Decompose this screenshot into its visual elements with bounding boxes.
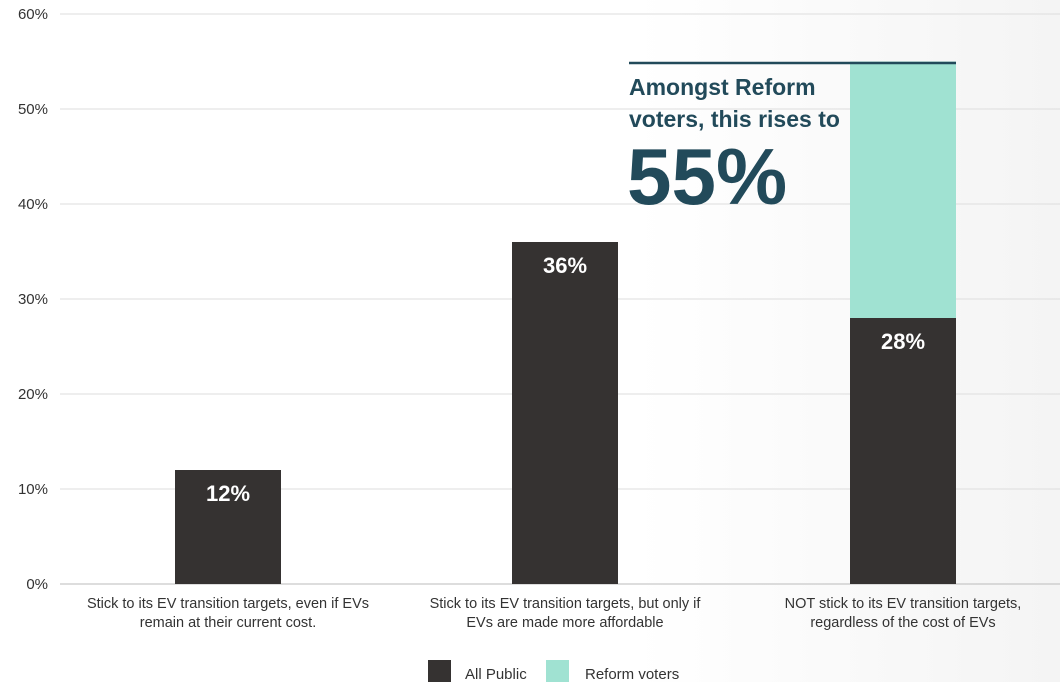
legend-swatch-reform-voters [546,660,569,682]
x-category-label: remain at their current cost. [140,615,317,631]
x-category-label: Stick to its EV transition targets, but … [430,596,702,612]
y-tick-label: 20% [18,386,48,403]
bar-all-public [175,470,281,584]
x-category-label: Stick to its EV transition targets, even… [87,596,369,612]
legend-label-all-public: All Public [465,666,527,682]
y-tick-label: 0% [26,576,48,593]
bar-all-public [850,318,956,584]
x-category-label: EVs are made more affordable [466,615,663,631]
bar-all-public [512,242,618,584]
y-tick-label: 50% [18,101,48,118]
y-tick-label: 60% [18,6,48,23]
x-axis: Stick to its EV transition targets, even… [87,596,1021,631]
y-tick-label: 40% [18,196,48,213]
y-tick-label: 10% [18,481,48,498]
annotation-line-2: voters, this rises to [629,106,840,132]
annotation-big-value: 55% [627,132,787,221]
bars [175,61,956,584]
annotation-line-1: Amongst Reform [629,74,816,100]
legend-swatch-all-public [428,660,451,682]
data-label: 28% [881,329,925,354]
x-category-label: regardless of the cost of EVs [810,615,995,631]
data-labels: 12% 36% 28% [206,253,925,506]
y-axis: 0% 10% 20% 30% 40% 50% 60% [18,6,48,593]
annotation: Amongst Reform voters, this rises to 55% [627,61,956,221]
legend: All Public Reform voters [428,660,679,682]
data-label: 12% [206,481,250,506]
data-label: 36% [543,253,587,278]
x-category-label: NOT stick to its EV transition targets, [785,596,1022,612]
y-tick-label: 30% [18,291,48,308]
legend-label-reform-voters: Reform voters [585,666,679,682]
